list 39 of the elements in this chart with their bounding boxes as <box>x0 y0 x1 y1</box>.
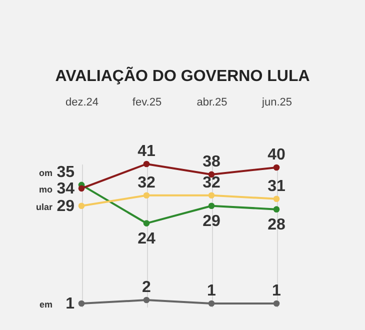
point <box>208 300 215 307</box>
x-tick-label: fev.25 <box>132 96 162 108</box>
point <box>143 296 150 304</box>
point <box>78 300 85 307</box>
text: em <box>39 300 52 310</box>
text: mo <box>39 184 53 194</box>
point <box>273 206 280 212</box>
x-tick-label: abr.25 <box>196 96 228 108</box>
data-label: 32 <box>202 174 220 192</box>
data-label: 32 <box>138 174 156 192</box>
point <box>208 192 215 199</box>
data-label: 28 <box>268 216 286 234</box>
point <box>143 160 150 168</box>
point <box>273 164 280 171</box>
data-label: 2 <box>142 279 152 296</box>
data-label: 34 <box>56 180 75 198</box>
data-label: 40 <box>268 146 286 164</box>
data-label: 1 <box>207 282 216 300</box>
data-label: 24 <box>138 230 156 248</box>
chart-title: AVALIAÇÃO DO GOVERNO LULA <box>55 66 310 85</box>
text: om <box>39 168 52 178</box>
point <box>273 300 280 307</box>
point <box>143 220 150 226</box>
x-tick-label: jun.25 <box>261 96 292 108</box>
data-label: 31 <box>268 178 286 195</box>
data-label: 38 <box>202 153 220 170</box>
data-label: 1 <box>272 282 282 300</box>
text: ular <box>36 202 53 212</box>
point <box>143 192 150 199</box>
data-label: 1 <box>66 296 75 313</box>
point <box>78 185 85 192</box>
x-tick-label: dez.24 <box>65 96 99 108</box>
data-label: 29 <box>202 212 220 230</box>
data-label: 35 <box>56 164 75 181</box>
point <box>273 196 280 202</box>
point <box>208 202 215 210</box>
data-label: 29 <box>56 198 75 215</box>
data-label: 41 <box>138 143 156 160</box>
point <box>78 202 85 210</box>
